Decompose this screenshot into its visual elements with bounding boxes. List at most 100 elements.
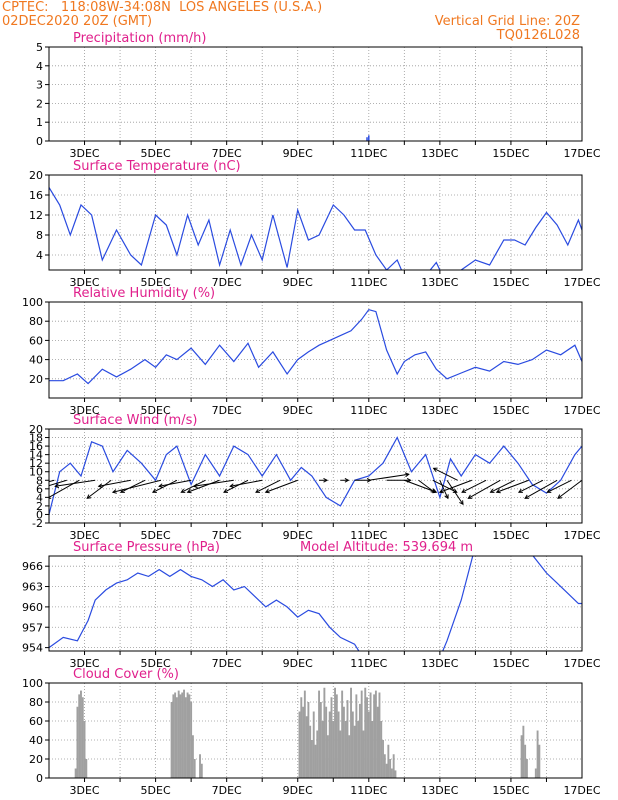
wind-arrowhead — [459, 500, 464, 506]
wind-arrowhead — [438, 488, 444, 494]
y-tick-label: 40 — [29, 734, 43, 747]
y-tick-label: 20 — [29, 753, 43, 766]
bar-mark — [376, 706, 379, 778]
panel-title: Surface Wind (m/s) — [73, 413, 197, 428]
header-date: 02DEC2020 20Z (GMT) — [2, 14, 153, 29]
series-line — [49, 556, 582, 651]
bar-mark — [193, 759, 196, 778]
bar-mark — [302, 706, 305, 778]
bar-mark — [175, 697, 178, 778]
y-tick-label: 960 — [22, 601, 43, 614]
bar-mark — [364, 687, 367, 778]
wind-arrowhead — [323, 477, 329, 483]
wind-arrowhead — [524, 494, 530, 499]
wind-arrowhead — [557, 494, 563, 499]
wind-arrowhead — [495, 488, 501, 494]
bar-mark — [319, 702, 322, 778]
bar-mark — [323, 687, 326, 778]
series-group — [49, 309, 582, 385]
wind-vector — [496, 479, 529, 493]
x-tick-label: 13DEC — [421, 657, 458, 670]
bar-mark — [300, 697, 303, 778]
y-tick-label: 60 — [29, 715, 43, 728]
wind-arrowhead — [255, 488, 261, 493]
x-tick-label: 7DEC — [212, 404, 242, 417]
bar-mark — [348, 735, 351, 778]
bar-mark — [380, 721, 383, 778]
bar-mark — [357, 721, 360, 778]
y-tick-label: 16 — [29, 440, 43, 453]
wind-vector — [490, 479, 515, 493]
wind-arrowhead — [86, 494, 92, 499]
wind-vector — [112, 479, 162, 493]
x-tick-label: 11DEC — [350, 404, 387, 417]
bar-mark — [186, 692, 189, 778]
x-tick-label: 9DEC — [283, 147, 313, 160]
x-tick-label: 17DEC — [563, 784, 600, 797]
wind-arrowhead — [111, 489, 117, 494]
bar-mark — [330, 697, 333, 778]
bar-mark — [298, 711, 301, 778]
x-tick-label: 5DEC — [141, 784, 171, 797]
x-tick-label: 17DEC — [563, 147, 600, 160]
series-group — [74, 687, 541, 778]
bar-mark — [74, 768, 77, 778]
bar-mark — [303, 690, 306, 778]
y-tick-label: 20 — [29, 373, 43, 386]
wind-arrowhead — [223, 488, 229, 493]
wind-arrowhead — [404, 472, 410, 478]
x-tick-label: 15DEC — [492, 404, 529, 417]
x-tick-label: 17DEC — [563, 404, 600, 417]
y-tick-label: 0 — [36, 135, 43, 148]
wind-arrowhead — [489, 488, 495, 493]
x-tick-label: 5DEC — [141, 404, 171, 417]
x-tick-label: 3DEC — [69, 147, 99, 160]
wind-arrowhead — [517, 488, 523, 493]
wind-vector — [439, 480, 449, 499]
bar-mark — [199, 754, 201, 778]
bar-mark — [321, 721, 324, 778]
bar-mark — [366, 137, 368, 141]
panel-frame — [48, 301, 583, 399]
series-group — [49, 187, 582, 270]
x-tick-label: 7DEC — [212, 147, 242, 160]
bar-mark — [307, 702, 310, 778]
y-tick-label: 8 — [36, 474, 43, 487]
y-tick-label: 12 — [29, 209, 43, 222]
bar-mark — [390, 768, 393, 778]
header-grid-note: Vertical Grid Line: 20Z — [434, 14, 580, 29]
series-group — [366, 135, 370, 141]
x-tick-label: 17DEC — [563, 276, 600, 289]
x-tick-label: 3DEC — [69, 529, 99, 542]
x-tick-label: 15DEC — [492, 784, 529, 797]
y-tick-label: 4 — [36, 491, 43, 504]
wind-arrowhead — [158, 483, 164, 488]
wind-vector — [418, 479, 435, 493]
wind-vector — [49, 479, 67, 487]
bar-mark — [350, 687, 352, 778]
panel-title: Precipitation (mm/h) — [73, 31, 206, 46]
bar-mark — [339, 730, 342, 778]
bar-mark — [353, 725, 356, 778]
bar-mark — [334, 687, 336, 778]
x-tick-label: 15DEC — [492, 529, 529, 542]
bar-mark — [522, 725, 525, 778]
panel-title: Surface Temperature (nC) — [73, 159, 241, 174]
bar-mark — [172, 694, 175, 778]
y-tick-label: 20 — [29, 169, 43, 182]
wind-vector — [432, 479, 457, 493]
series-group — [49, 436, 582, 515]
y-tick-label: 40 — [29, 354, 43, 367]
bar-mark — [373, 694, 376, 778]
wind-vector — [404, 479, 437, 493]
wind-vector — [223, 479, 249, 493]
x-tick-label: 5DEC — [141, 657, 171, 670]
x-tick-label: 9DEC — [283, 276, 313, 289]
y-tick-label: 18 — [29, 432, 43, 445]
bar-mark — [337, 711, 340, 778]
wind-arrowhead — [546, 488, 552, 493]
bar-mark — [382, 740, 384, 778]
x-tick-label: 11DEC — [350, 657, 387, 670]
x-tick-label: 17DEC — [563, 657, 600, 670]
